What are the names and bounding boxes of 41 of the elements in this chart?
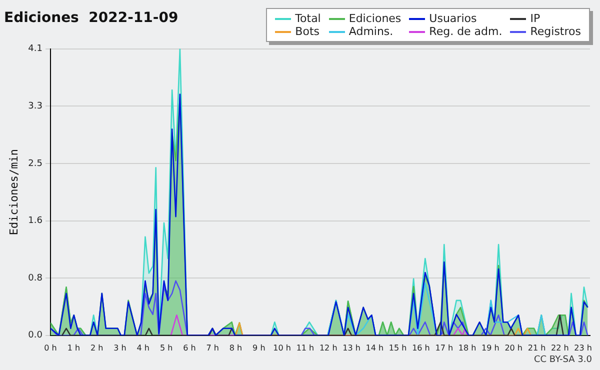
x-tick-label: 13 h xyxy=(342,343,360,352)
y-tick-label: 1.6 xyxy=(28,216,43,226)
x-tick-label: 4 h xyxy=(136,343,150,352)
x-tick-label: 9 h xyxy=(252,343,266,352)
legend-label: Registros xyxy=(530,25,581,38)
x-tick-label: 10 h xyxy=(273,343,291,352)
x-tick-label: 1 h xyxy=(67,343,80,352)
x-tick-label: 18 h xyxy=(458,343,476,352)
x-tick-label: 19 h xyxy=(482,343,500,352)
x-tick-label: 21 h xyxy=(528,343,546,352)
x-tick-label: 8 h xyxy=(229,343,242,352)
x-tick-label: 2 h xyxy=(90,343,104,352)
x-tick-label: 16 h xyxy=(412,343,430,352)
chart-title: Ediciones 2022-11-09 xyxy=(4,10,178,26)
y-tick-label: 0.0 xyxy=(28,330,43,341)
y-tick-label: 4.1 xyxy=(28,44,43,54)
legend-label: Bots xyxy=(295,25,320,38)
x-tick-label: 15 h xyxy=(388,343,407,352)
y-tick-label: 0.8 xyxy=(28,273,43,284)
text: CC BY-SA 3.0 xyxy=(534,355,592,365)
x-tick-label: 11 h xyxy=(296,343,314,352)
x-tick-label: 12 h xyxy=(319,343,338,352)
y-tick-label: 2.5 xyxy=(28,158,43,169)
y-axis-title: Ediciones/min xyxy=(7,149,20,236)
legend-label: Ediciones xyxy=(348,12,402,25)
legend-label: Reg. de adm. xyxy=(429,25,502,38)
x-tick-label: 0 h xyxy=(44,343,57,352)
x-tick-label: 3 h xyxy=(114,343,126,352)
x-tick-label: 6 h xyxy=(183,343,196,352)
x-tick-label: 23 h xyxy=(574,343,592,352)
x-tick-label: 20 h xyxy=(504,343,522,352)
x-tick-label: 17 h xyxy=(435,343,454,352)
legend-label: Admins. xyxy=(348,25,394,38)
legend-label: Usuarios xyxy=(429,12,477,25)
legend-label: Total xyxy=(295,12,321,25)
x-tick-label: 5 h xyxy=(160,343,173,352)
x-tick-label: 22 h xyxy=(551,343,569,352)
x-tick-label: 14 h xyxy=(366,343,384,352)
legend-label: IP xyxy=(530,12,540,25)
y-tick-label: 3.3 xyxy=(28,101,43,112)
x-tick-label: 7 h xyxy=(206,343,219,352)
